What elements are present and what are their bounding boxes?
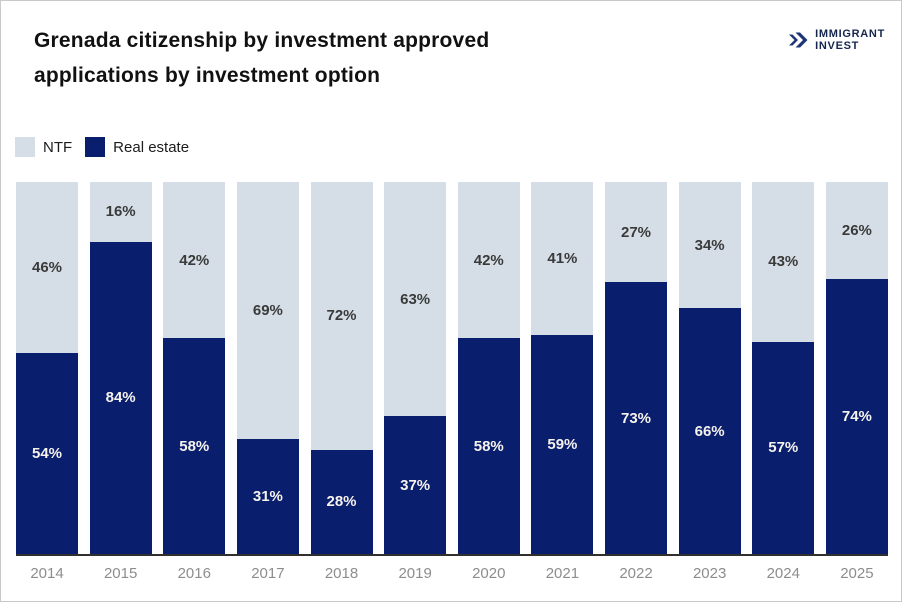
real-estate-segment-2016: 58% (163, 338, 226, 554)
logo-line-2: INVEST (815, 40, 860, 52)
value-label: 58% (473, 437, 504, 455)
bar-2016: 42% 58% (163, 182, 226, 554)
bar-2025: 26% 74% (825, 182, 888, 554)
real-estate-segment-2018: 28% (310, 449, 373, 554)
ntf-segment-2016: 42% (163, 182, 226, 339)
value-label: 26% (841, 221, 872, 239)
real-estate-segment-2014: 54% (16, 353, 78, 554)
bar-2017: 69% 31% (236, 182, 299, 554)
ntf-segment-2024: 43% (752, 182, 815, 342)
x-axis-line (16, 554, 888, 556)
ntf-swatch (15, 137, 35, 157)
real-estate-segment-2021: 59% (531, 334, 594, 554)
ntf-segment-2025: 26% (825, 182, 888, 279)
value-label: 59% (547, 435, 578, 453)
value-label: 72% (326, 307, 357, 325)
value-label: 84% (105, 389, 136, 407)
x-tick-2018: 2018 (324, 565, 359, 582)
value-label: 57% (768, 439, 799, 457)
value-label: 73% (620, 409, 652, 427)
x-tick-2019: 2019 (398, 565, 432, 582)
immigrant-invest-logo: IMMIGRANT INVEST (786, 28, 885, 52)
title-line-2: applications by investment option (34, 64, 381, 87)
real-estate-segment-2019: 37% (384, 416, 447, 554)
value-label: 42% (473, 251, 504, 269)
x-tick-2016: 2016 (177, 565, 211, 582)
real-estate-swatch (85, 137, 106, 157)
logo-line-1: IMMIGRANT (815, 28, 885, 40)
value-label: 63% (400, 290, 431, 308)
value-label: 46% (31, 259, 63, 277)
value-label: 42% (179, 251, 210, 269)
value-label: 41% (547, 249, 578, 267)
ntf-segment-2021: 41% (531, 182, 594, 335)
ntf-segment-2023: 34% (678, 182, 741, 309)
page-title: Grenada citizenship by investment approv… (34, 23, 489, 93)
bars-row: 46% 54% 16% 84% 42% 58% 69% 31% 72% 28% 63% 37% 42% 5… (16, 182, 888, 554)
ntf-segment-2015: 16% (89, 182, 152, 242)
ntf-segment-2018: 72% (310, 182, 373, 450)
value-label: 34% (694, 236, 725, 254)
legend-label-ntf: NTF (43, 138, 73, 156)
x-tick-2014: 2014 (30, 565, 64, 582)
real-estate-segment-2015: 84% (89, 241, 152, 554)
double-chevron-icon (786, 28, 810, 52)
ntf-segment-2020: 42% (457, 182, 520, 339)
value-label: 69% (252, 301, 283, 319)
real-estate-segment-2020: 58% (457, 338, 520, 554)
bar-2024: 43% 57% (752, 182, 815, 554)
bar-2023: 34% 66% (678, 182, 741, 554)
value-label: 54% (31, 445, 63, 463)
bar-2014: 46% 54% (16, 182, 78, 554)
value-label: 66% (694, 422, 725, 440)
bar-2015: 16% 84% (89, 182, 152, 554)
x-tick-2015: 2015 (103, 565, 138, 582)
real-estate-segment-2022: 73% (605, 282, 667, 554)
value-label: 43% (768, 253, 799, 271)
x-tick-2025: 2025 (840, 565, 874, 582)
value-label: 28% (326, 493, 357, 511)
value-label: 74% (841, 407, 872, 425)
legend-item-real-estate: Real estate (85, 137, 189, 157)
x-tick-2020: 2020 (472, 565, 506, 582)
bar-2020: 42% 58% (457, 182, 520, 554)
x-axis-labels: 2014 2015 2016 2017 2018 2019 2020 2021 2022 2023… (16, 556, 888, 582)
value-label: 31% (252, 487, 283, 505)
value-label: 27% (620, 223, 652, 241)
logo-wordmark: IMMIGRANT INVEST (815, 28, 885, 52)
legend-item-ntf: NTF (15, 137, 72, 157)
x-tick-2017: 2017 (251, 565, 285, 582)
stacked-bar-chart: 46% 54% 16% 84% 42% 58% 69% 31% 72% 28% 63% 37% 42% 5… (16, 182, 888, 582)
bar-2019: 63% 37% (384, 182, 447, 554)
ntf-segment-2017: 69% (236, 182, 299, 439)
ntf-segment-2022: 27% (605, 182, 667, 283)
real-estate-segment-2017: 31% (236, 438, 299, 554)
legend-label-real-estate: Real estate (113, 138, 190, 156)
value-label: 16% (105, 203, 136, 221)
bar-2022: 27% 73% (605, 182, 667, 554)
ntf-segment-2014: 46% (16, 182, 78, 354)
x-tick-2022: 2022 (619, 565, 653, 582)
ntf-segment-2019: 63% (384, 182, 447, 417)
x-tick-2023: 2023 (692, 565, 727, 582)
real-estate-segment-2025: 74% (825, 278, 888, 554)
value-label: 37% (400, 476, 431, 494)
bar-2021: 41% 59% (531, 182, 594, 554)
value-label: 58% (179, 437, 210, 455)
real-estate-segment-2024: 57% (752, 341, 815, 554)
bar-2018: 72% 28% (310, 182, 373, 554)
title-line-1: Grenada citizenship by investment approv… (34, 29, 490, 52)
real-estate-segment-2023: 66% (678, 308, 741, 554)
chart-legend: NTF Real estate (15, 137, 189, 157)
x-tick-2024: 2024 (766, 565, 800, 582)
x-tick-2021: 2021 (545, 565, 580, 582)
